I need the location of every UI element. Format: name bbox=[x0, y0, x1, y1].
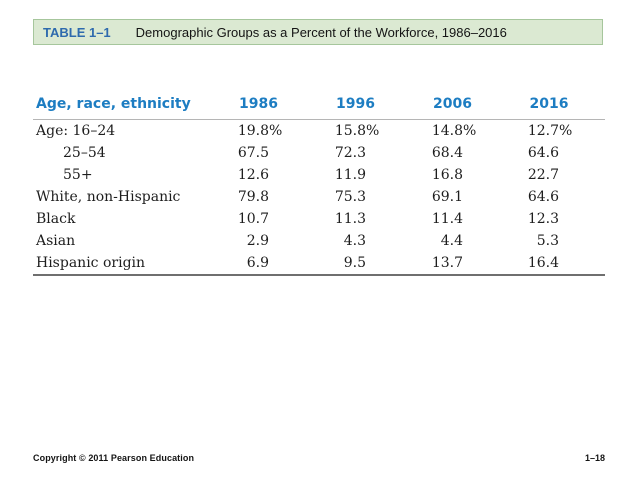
value: 4.4 bbox=[440, 233, 463, 249]
value-cell: 5.3 bbox=[509, 230, 605, 252]
value: 9.5 bbox=[343, 255, 366, 271]
table-banner: TABLE 1–1 Demographic Groups as a Percen… bbox=[33, 19, 603, 45]
value-cell: 12.6 bbox=[218, 164, 315, 186]
row-label: Black bbox=[36, 211, 76, 227]
table-row: Age: 16–24 19.8% 15.8% 14.8% 12.7% bbox=[33, 120, 605, 143]
value-cell: 12.3 bbox=[509, 208, 605, 230]
value: 67.5 bbox=[237, 145, 269, 161]
column-header-1996: 1996 bbox=[315, 77, 412, 120]
column-header-2016: 2016 bbox=[509, 77, 605, 120]
value: 10.7 bbox=[237, 211, 269, 227]
row-label: 55+ bbox=[63, 167, 93, 183]
value: 64.6 bbox=[527, 189, 559, 205]
value: 2.9 bbox=[246, 233, 269, 249]
demographics-table: Age, race, ethnicity 1986 1996 2006 2016… bbox=[33, 77, 605, 276]
value: 11.4 bbox=[431, 211, 463, 227]
value-cell: 64.6 bbox=[509, 186, 605, 208]
value-cell: 13.7 bbox=[412, 252, 509, 276]
column-header-1986: 1986 bbox=[218, 77, 315, 120]
value-cell: 75.3 bbox=[315, 186, 412, 208]
row-label: Age: 16–24 bbox=[36, 123, 116, 139]
value-cell: 2.9 bbox=[218, 230, 315, 252]
value-cell: 14.8% bbox=[412, 120, 509, 143]
copyright-text: Copyright © 2011 Pearson Education bbox=[33, 453, 195, 463]
table-row: White, non-Hispanic 79.8 75.3 69.1 64.6 bbox=[33, 186, 605, 208]
value-cell: 69.1 bbox=[412, 186, 509, 208]
row-label: Hispanic origin bbox=[33, 252, 218, 276]
value-cell: 72.3 bbox=[315, 142, 412, 164]
value-cell: 11.4 bbox=[412, 208, 509, 230]
value: 13.7 bbox=[431, 255, 463, 271]
header-row: Age, race, ethnicity 1986 1996 2006 2016 bbox=[33, 77, 605, 120]
value: 69.1 bbox=[431, 189, 463, 205]
column-header-category: Age, race, ethnicity bbox=[33, 77, 218, 120]
value: 12.7 bbox=[527, 123, 559, 139]
value: 12.3 bbox=[527, 211, 559, 227]
table-row: 25–54 67.5 72.3 68.4 64.6 bbox=[33, 142, 605, 164]
percent-suffix: % bbox=[269, 123, 283, 139]
value: 14.8 bbox=[431, 123, 463, 139]
value-cell: 22.7 bbox=[509, 164, 605, 186]
value: 16.4 bbox=[527, 255, 559, 271]
row-label: White, non-Hispanic bbox=[36, 189, 181, 205]
value-cell: 10.7 bbox=[218, 208, 315, 230]
value: 22.7 bbox=[527, 167, 559, 183]
value: 75.3 bbox=[334, 189, 366, 205]
table-title: Demographic Groups as a Percent of the W… bbox=[135, 24, 507, 40]
percent-suffix: % bbox=[366, 123, 380, 139]
value-cell: 4.3 bbox=[315, 230, 412, 252]
value-cell: 11.3 bbox=[315, 208, 412, 230]
percent-suffix: % bbox=[463, 123, 477, 139]
value-cell: 11.9 bbox=[315, 164, 412, 186]
slide-page-number: 1–18 bbox=[584, 453, 605, 463]
value: 5.3 bbox=[536, 233, 559, 249]
value: 72.3 bbox=[334, 145, 366, 161]
value-cell: 68.4 bbox=[412, 142, 509, 164]
value: 79.8 bbox=[237, 189, 269, 205]
value-cell: 15.8% bbox=[315, 120, 412, 143]
table-row: 55+ 12.6 11.9 16.8 22.7 bbox=[33, 164, 605, 186]
value: 16.8 bbox=[431, 167, 463, 183]
value-cell: 12.7% bbox=[509, 120, 605, 143]
value-cell: 64.6 bbox=[509, 142, 605, 164]
table-row: Black 10.7 11.3 11.4 12.3 bbox=[33, 208, 605, 230]
value: 6.9 bbox=[246, 255, 269, 271]
table-row: Hispanic origin 6.9 9.5 13.7 16.4 bbox=[33, 252, 605, 276]
value-cell: 67.5 bbox=[218, 142, 315, 164]
value-cell: 16.8 bbox=[412, 164, 509, 186]
value: 19.8 bbox=[237, 123, 269, 139]
table-number-label: TABLE 1–1 bbox=[43, 24, 111, 40]
percent-suffix: % bbox=[559, 123, 573, 139]
value: 15.8 bbox=[334, 123, 366, 139]
value: 4.3 bbox=[343, 233, 366, 249]
value: 68.4 bbox=[431, 145, 463, 161]
value-cell: 6.9 bbox=[218, 252, 315, 276]
value: 11.3 bbox=[334, 211, 366, 227]
value-cell: 79.8 bbox=[218, 186, 315, 208]
row-label: 25–54 bbox=[63, 145, 106, 161]
value: 12.6 bbox=[237, 167, 269, 183]
column-header-2006: 2006 bbox=[412, 77, 509, 120]
value-cell: 9.5 bbox=[315, 252, 412, 276]
value: 64.6 bbox=[527, 145, 559, 161]
table-row: Asian 2.9 4.3 4.4 5.3 bbox=[33, 230, 605, 252]
value-cell: 19.8% bbox=[218, 120, 315, 143]
row-label: Asian bbox=[36, 233, 76, 249]
value-cell: 16.4 bbox=[509, 252, 605, 276]
value: 11.9 bbox=[334, 167, 366, 183]
value-cell: 4.4 bbox=[412, 230, 509, 252]
